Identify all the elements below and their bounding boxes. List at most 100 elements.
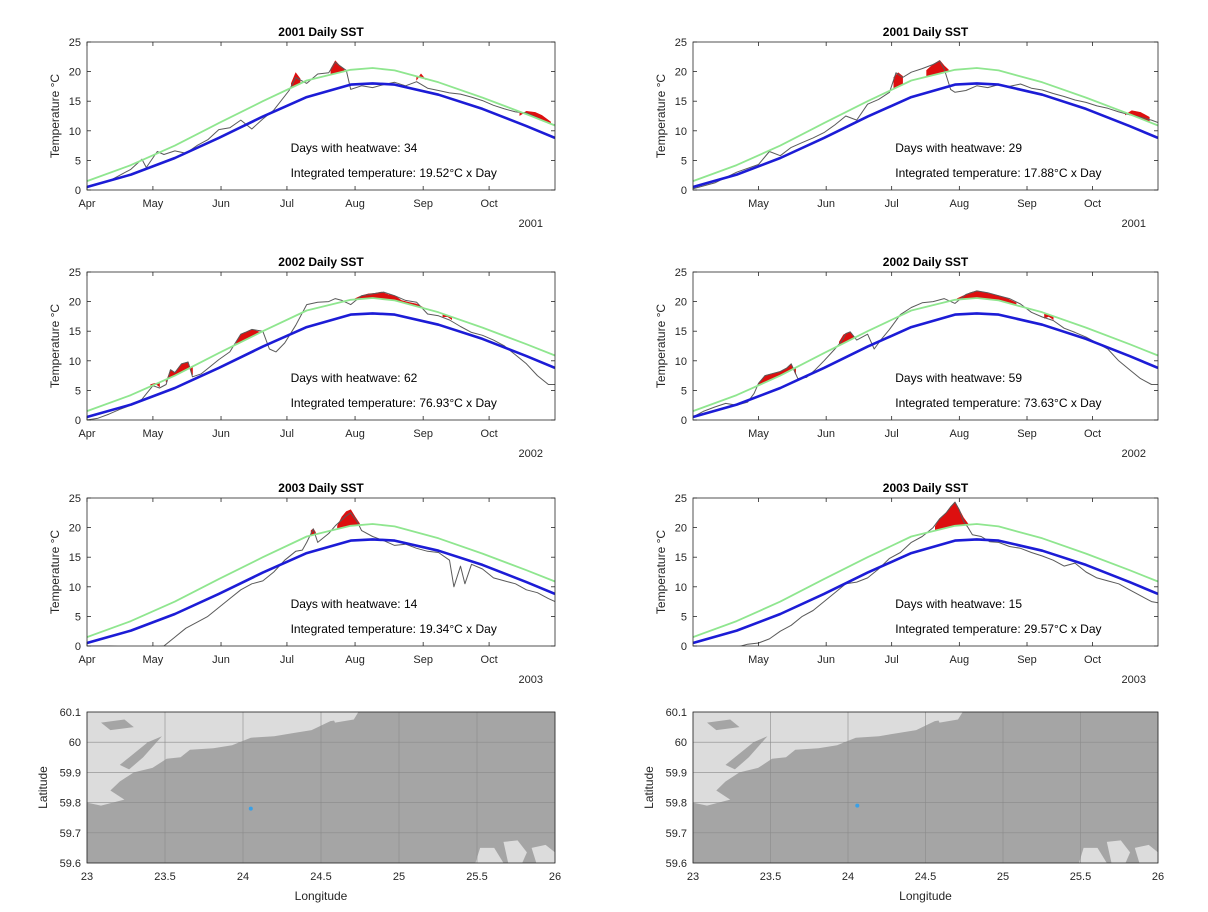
x-tick-label: 23.5 — [154, 871, 175, 883]
x-tick-label: 24 — [237, 871, 249, 883]
plot-content — [693, 60, 1158, 190]
y-tick-label: 25 — [69, 267, 81, 279]
y-tick-label: 60.1 — [666, 707, 687, 719]
island-1 — [1079, 847, 1107, 863]
x-tick-label: May — [143, 198, 164, 210]
plot-content — [693, 290, 1158, 419]
x-tick-label: 25.5 — [1070, 871, 1091, 883]
x-tick-label: Sep — [1017, 198, 1037, 210]
y-tick-label: 60 — [69, 737, 81, 749]
climatology-line — [87, 82, 555, 189]
y-tick-label: 59.8 — [60, 798, 81, 810]
x-tick-label: Oct — [481, 654, 498, 666]
y-tick-label: 59.9 — [60, 767, 81, 779]
y-tick-label: 59.9 — [666, 767, 687, 779]
plot-content — [693, 501, 1158, 646]
integrated-temperature-annotation: Integrated temperature: 19.34°C x Day — [291, 622, 497, 636]
plot-content — [87, 60, 555, 189]
y-tick-label: 15 — [69, 326, 81, 338]
x-tick-label: Aug — [345, 428, 365, 440]
y-tick-label: 0 — [75, 641, 81, 653]
y-tick-label: 15 — [675, 96, 687, 108]
x-tick-label: 24.5 — [310, 871, 331, 883]
climatology-line — [693, 538, 1158, 645]
island-3 — [531, 844, 555, 863]
y-tick-label: 10 — [69, 356, 81, 368]
y-tick-label: 59.7 — [666, 828, 687, 840]
sst-chart-2: 0 5 10 15 20 25 May Jun Jul Aug Sep Oct 2001 Daily S… — [654, 25, 1159, 230]
plot-area — [87, 272, 555, 420]
land-layer — [693, 712, 1158, 863]
y-axis-label: Temperature °C — [654, 530, 668, 614]
x-tick-label: Aug — [950, 428, 970, 440]
y-axis-label: Temperature °C — [48, 530, 62, 614]
y-tick-label: 15 — [675, 326, 687, 338]
year-label: 2002 — [519, 448, 543, 460]
mainland-coast — [87, 712, 354, 806]
bay-inlet — [725, 736, 768, 770]
map-axes-box — [86, 711, 556, 864]
land-layer — [87, 712, 555, 863]
observed-sst-line — [87, 61, 555, 188]
x-tick-label: Jul — [280, 198, 294, 210]
year-label: 2002 — [1122, 448, 1146, 460]
y-tick-label: 20 — [69, 67, 81, 79]
x-tick-label: May — [748, 428, 769, 440]
threshold-line — [693, 523, 1158, 638]
x-tick-label: 25 — [393, 871, 405, 883]
axes-box — [692, 271, 1159, 421]
y-tick-label: 20 — [675, 523, 687, 535]
x-tick-label: Oct — [1084, 428, 1101, 440]
x-axis-label: Longitude — [899, 889, 952, 903]
heatwave-days-annotation: Days with heatwave: 15 — [895, 597, 1022, 611]
y-tick-label: 10 — [675, 356, 687, 368]
x-tick-label: Jun — [817, 428, 835, 440]
sst-chart-4: 0 5 10 15 20 25 May Jun Jul Aug Sep Oct 2002 Daily S… — [654, 255, 1159, 460]
y-tick-label: 25 — [675, 493, 687, 505]
x-tick-label: Sep — [413, 654, 433, 666]
y-tick-label: 20 — [69, 297, 81, 309]
integrated-temperature-annotation: Integrated temperature: 73.63°C x Day — [895, 396, 1101, 410]
x-tick-label: 23 — [687, 871, 699, 883]
y-tick-label: 60 — [675, 737, 687, 749]
x-tick-label: Aug — [345, 654, 365, 666]
climatology-line — [87, 312, 555, 419]
y-tick-label: 59.6 — [60, 858, 81, 870]
axes-box — [86, 271, 556, 421]
y-tick-label: 20 — [675, 297, 687, 309]
axes-box — [692, 497, 1159, 647]
x-tick-label: 26 — [1152, 871, 1164, 883]
y-tick-label: 60.1 — [60, 707, 81, 719]
island-3 — [1134, 844, 1158, 863]
y-axis-label: Latitude — [642, 766, 656, 809]
axes-box — [692, 41, 1159, 191]
y-tick-label: 5 — [681, 385, 687, 397]
year-label: 2001 — [519, 218, 543, 230]
integrated-temperature-annotation: Integrated temperature: 17.88°C x Day — [895, 166, 1101, 180]
plot-area — [693, 42, 1158, 190]
y-tick-label: 25 — [675, 267, 687, 279]
sst-chart-3: 0 5 10 15 20 25 Apr May Jun Jul Aug Sep Oct 2002 Dail… — [48, 255, 556, 460]
x-tick-label: 26 — [549, 871, 561, 883]
y-axis-label: Temperature °C — [48, 74, 62, 158]
island-2 — [1106, 840, 1131, 863]
y-tick-label: 59.8 — [666, 798, 687, 810]
x-tick-label: Sep — [1017, 428, 1037, 440]
climatology-line — [87, 538, 555, 645]
y-tick-label: 10 — [69, 582, 81, 594]
y-tick-label: 0 — [681, 185, 687, 197]
axes-box — [86, 497, 556, 647]
chart-title: 2003 Daily SST — [278, 481, 364, 495]
y-tick-label: 10 — [69, 126, 81, 138]
island-2 — [503, 840, 527, 863]
mainland-coast — [693, 712, 958, 806]
plot-area — [87, 498, 555, 646]
x-tick-label: Oct — [1084, 198, 1101, 210]
x-tick-label: 23 — [81, 871, 93, 883]
climatology-line — [693, 82, 1158, 189]
x-tick-label: Apr — [78, 198, 95, 210]
x-tick-label: Jul — [885, 654, 899, 666]
sst-chart-5: 0 5 10 15 20 25 Apr May Jun Jul Aug Sep Oct 2003 Dail… — [48, 481, 556, 686]
x-tick-label: Jul — [280, 428, 294, 440]
